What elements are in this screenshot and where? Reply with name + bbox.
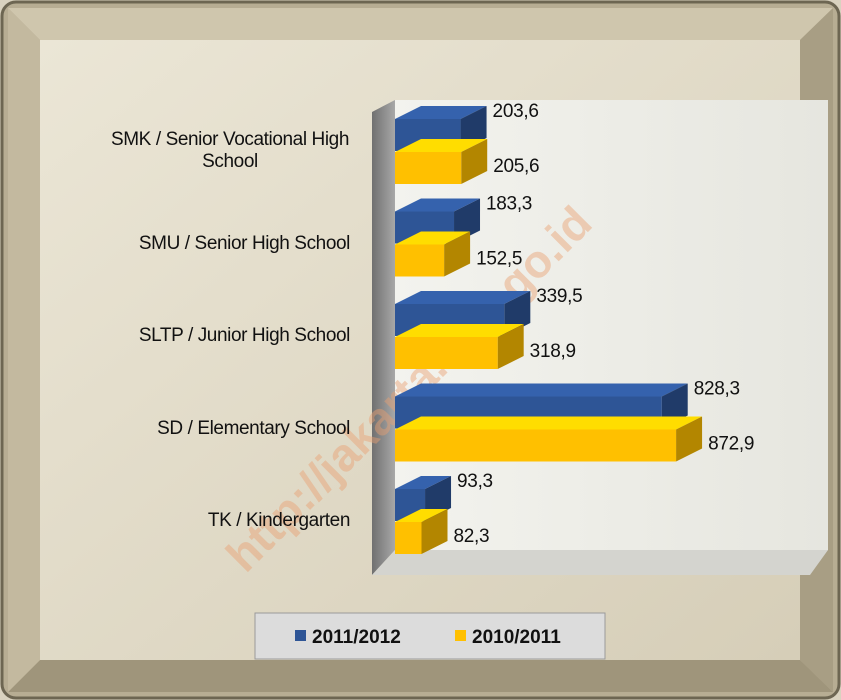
category-text: SLTP / Junior High School: [138, 325, 350, 346]
legend-label: 2010/2011: [472, 627, 561, 648]
category-label: SD / Elementary School: [100, 418, 350, 440]
bar-top: [395, 383, 688, 397]
bevel-left: [8, 8, 40, 692]
value-label: 872,9: [708, 434, 754, 455]
category-label: TK / Kindergarten: [100, 510, 351, 532]
value-label: 339,5: [536, 286, 582, 307]
value-label: 183,3: [486, 194, 532, 215]
bar-top: [395, 231, 471, 245]
side-wall: [372, 100, 395, 575]
value-label: 205,6: [493, 156, 539, 177]
bar-top: [395, 324, 524, 337]
value-label: 203,6: [493, 101, 539, 122]
bar: [395, 337, 498, 369]
value-label: 318,9: [530, 341, 576, 362]
bar-top: [395, 476, 452, 489]
bar-side: [421, 509, 448, 554]
bar-top: [395, 198, 481, 212]
bar: [395, 429, 677, 462]
bar-top: [395, 509, 448, 522]
bar-side: [497, 324, 524, 369]
legend-swatch: [295, 630, 306, 641]
legend-label: 2011/2012: [312, 627, 401, 648]
bevel-bottom: [8, 660, 833, 692]
legend: [254, 612, 606, 660]
bar-side: [444, 231, 471, 277]
category-label: SLTP / Junior High School: [100, 325, 350, 347]
bevel-top: [8, 8, 833, 40]
bars: 203,6 205,6 183,3 152,5 339,5 318,9 828,3 872,9…: [395, 101, 754, 554]
bar: [395, 522, 422, 554]
value-label: 828,3: [694, 379, 740, 400]
legend-swatch: [455, 630, 466, 641]
category-text: SMK / Senior Vocational High School: [110, 129, 350, 172]
category-text: SMU / Senior High School: [138, 232, 351, 254]
category-label: SMU / Senior High School: [100, 232, 351, 255]
bar: [395, 152, 462, 184]
bar: [395, 244, 445, 277]
value-label: 93,3: [457, 471, 493, 492]
category-text: SD / Elementary School: [157, 417, 350, 439]
floor: [372, 550, 828, 575]
value-label: 82,3: [454, 526, 490, 547]
bar-top: [395, 291, 531, 304]
bar-top: [395, 106, 487, 119]
category-label: SMK / Senior Vocational High School: [100, 129, 350, 173]
category-text: TK / Kindergarten: [207, 510, 351, 531]
bar-side: [676, 416, 703, 462]
bar-top: [395, 139, 488, 152]
bar-side: [461, 139, 488, 184]
value-label: 152,5: [476, 249, 522, 270]
legend-items: 2011/2012 2010/2011: [295, 627, 561, 648]
bar-top: [395, 416, 703, 430]
